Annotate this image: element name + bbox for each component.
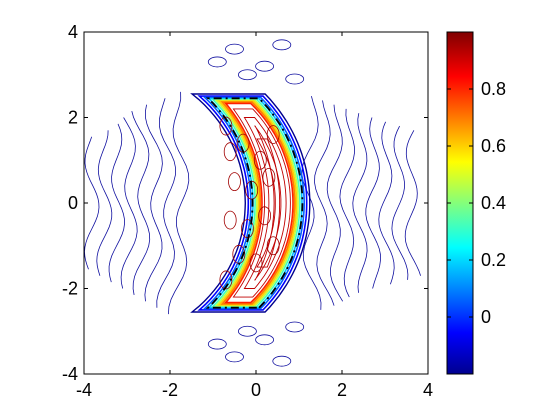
y-tick-label: -4 [62, 364, 78, 384]
contour-band [211, 98, 301, 308]
y-tick-label: 4 [68, 22, 78, 42]
x-tick-label: 4 [423, 380, 433, 400]
contour-cell [219, 116, 233, 136]
plot-area: -4 -2 0 2 4 -4 -2 0 2 4 [62, 22, 433, 400]
x-tick-label: -2 [162, 380, 178, 400]
x-tick-label: 2 [337, 380, 347, 400]
contour-cell [223, 142, 237, 162]
y-tick-label: -2 [62, 279, 78, 299]
contour-fringe [404, 130, 421, 276]
contour-blob [285, 73, 305, 85]
contour-fringe [352, 113, 368, 293]
contour-blob [272, 355, 292, 367]
colorbar: 0 0.2 0.4 0.6 0.8 [446, 31, 506, 375]
colorbar-tick-label: 0 [481, 307, 491, 327]
contour-fringe [314, 100, 335, 306]
contour-cell [223, 210, 237, 230]
contour-blob [255, 334, 275, 346]
contour-cell [253, 150, 267, 170]
y-tick-label: 2 [68, 108, 78, 128]
contour-interior [256, 138, 281, 268]
colorbar-ticks: 0 0.2 0.4 0.6 0.8 [447, 79, 506, 327]
colorbar-tick-label: 0.6 [481, 136, 506, 156]
contour-fringe [96, 130, 113, 276]
contour-blob [225, 43, 244, 55]
contour-cell [249, 253, 263, 273]
contour-blob [272, 39, 292, 51]
x-axis: -4 -2 0 2 4 [76, 32, 433, 400]
contour-blob [207, 338, 227, 350]
contour-fringe [365, 117, 381, 289]
contour-blob [285, 321, 305, 333]
contour-blob [255, 60, 275, 72]
contour-band [220, 101, 296, 305]
contour-band [214, 99, 299, 307]
contour-blob [237, 69, 257, 81]
colorbar-tick-label: 0.8 [481, 79, 506, 99]
contour-fringe [391, 125, 409, 280]
contour-fringe [131, 110, 151, 295]
dashed-boundary [205, 97, 304, 309]
x-tick-label: -4 [76, 380, 92, 400]
contour-blob [237, 325, 257, 337]
colorbar-gradient [447, 32, 473, 374]
contour-fringe [339, 108, 355, 298]
y-axis: -4 -2 0 2 4 [62, 22, 428, 384]
contour-fringe [120, 117, 138, 289]
contour-fringe [108, 123, 125, 283]
colorbar-tick-label: 0.2 [481, 250, 506, 270]
contour-cell [266, 236, 280, 256]
contour-band [217, 100, 298, 306]
contour-fringe [144, 104, 163, 302]
contour-cell [266, 125, 280, 145]
contour-cell [228, 172, 241, 192]
contour-fringe [84, 136, 100, 270]
contour-cell [240, 219, 254, 239]
contour-band [190, 93, 311, 313]
contour-lines [84, 39, 421, 367]
contour-band [197, 95, 308, 311]
contour-cell [219, 270, 233, 290]
contour-blob [225, 351, 244, 363]
y-tick-label: 0 [68, 193, 78, 213]
contour-fringe [301, 95, 322, 310]
contour-fringe [378, 121, 395, 285]
contour-fringe [156, 98, 177, 308]
x-tick-label: 0 [251, 380, 261, 400]
contour-band [202, 96, 306, 310]
plot-background [84, 32, 428, 374]
contour-cell [262, 167, 276, 187]
contour-interior [232, 108, 291, 298]
contour-blob [207, 56, 227, 68]
contour-fringe [326, 104, 344, 302]
contour-band [224, 102, 294, 304]
colorbar-tick-label: 0.4 [481, 193, 506, 213]
contour-interior [243, 117, 287, 289]
contour-fringe [168, 91, 190, 315]
contour-cell [258, 206, 272, 226]
